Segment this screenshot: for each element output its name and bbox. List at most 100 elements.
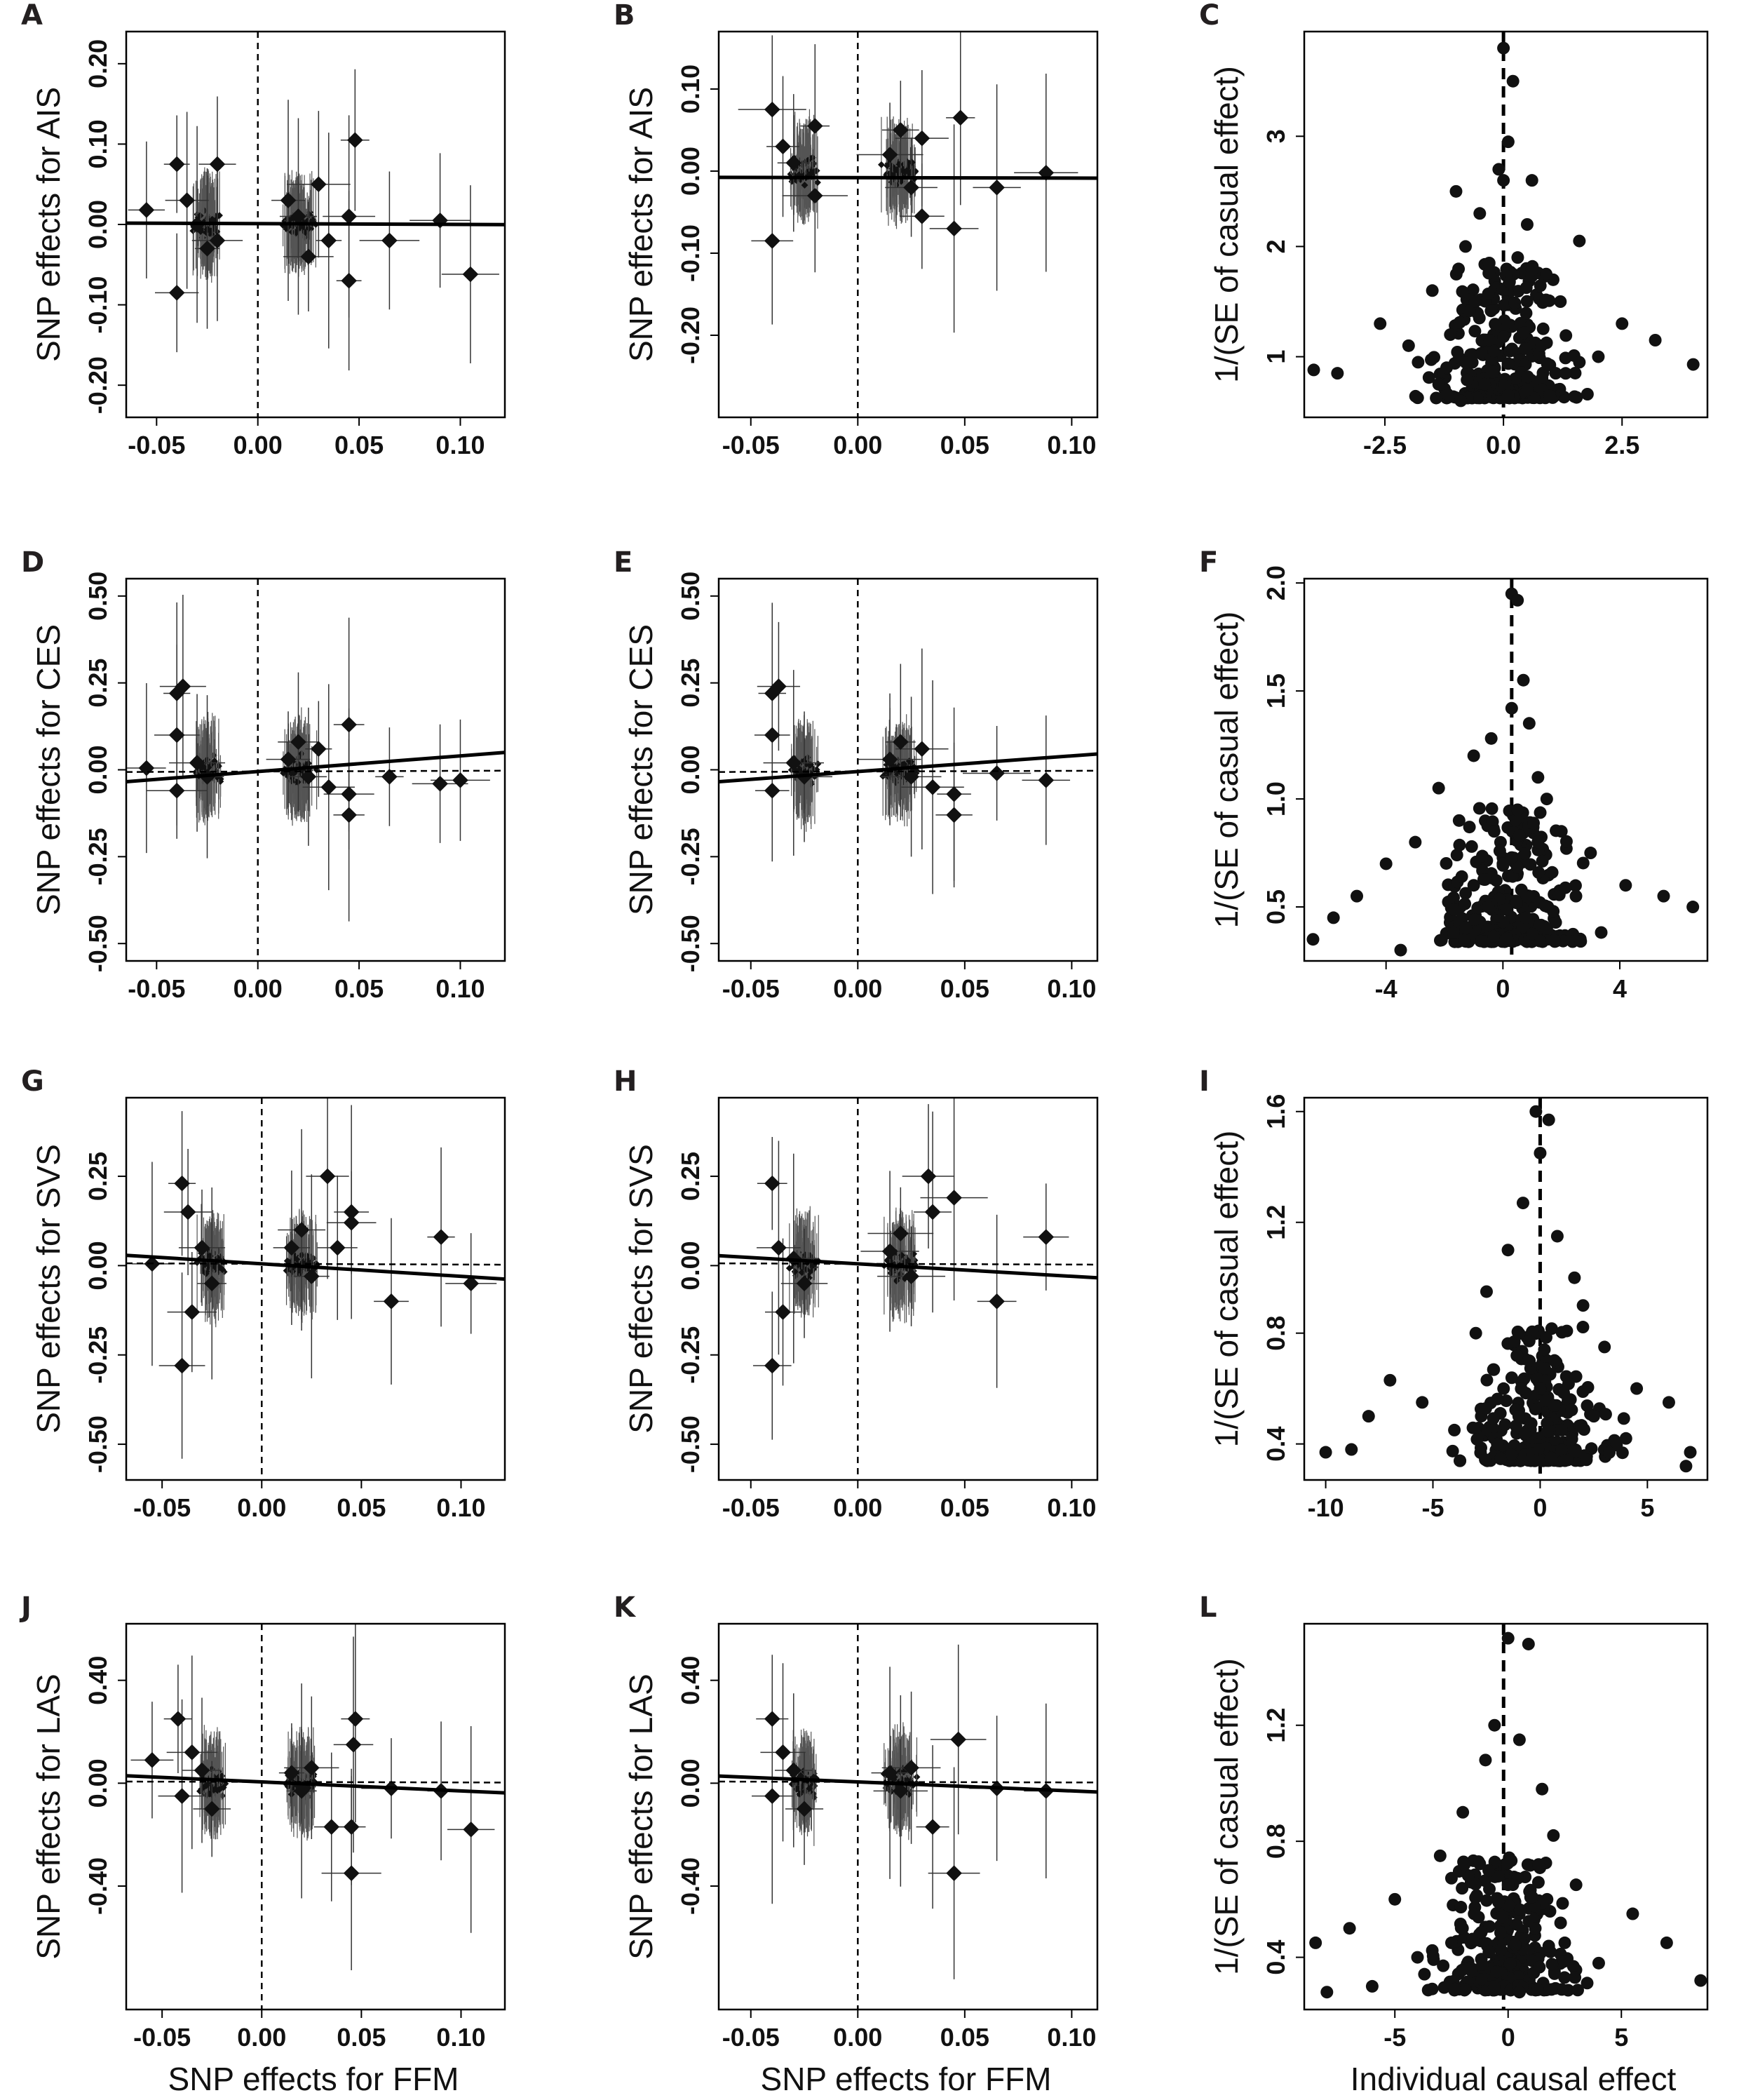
data-point <box>1592 350 1605 363</box>
data-point <box>1492 163 1505 176</box>
y-tick-label: -0.10 <box>676 224 705 282</box>
funnel-point <box>1503 275 1516 288</box>
funnel-point <box>1452 262 1466 276</box>
y-tick-label: 2 <box>1261 239 1290 253</box>
fit-line-solid <box>126 751 505 783</box>
plot-area <box>126 579 505 961</box>
data-point <box>194 1762 210 1779</box>
y-tick-label: -0.25 <box>83 1326 112 1384</box>
panel-letter-I: I <box>1199 1065 1210 1098</box>
y-axis-label: SNP effects for AIS <box>623 87 659 362</box>
data-point <box>1534 1382 1547 1395</box>
data-point <box>946 807 962 823</box>
data-point <box>209 232 226 249</box>
panel-letter-G: G <box>21 1065 44 1098</box>
data-point <box>1630 1382 1644 1395</box>
data-point <box>989 765 1005 781</box>
data-point <box>432 776 448 792</box>
snp-cloud-marker <box>905 1791 913 1798</box>
x-tick-label: -2.5 <box>1363 431 1407 459</box>
x-tick-label: -10 <box>1308 1493 1344 1522</box>
snp-cloud-marker <box>814 179 821 187</box>
data-point <box>1587 1410 1600 1423</box>
funnel-point <box>1519 342 1532 355</box>
funnel-point <box>1517 326 1531 339</box>
funnel-point <box>1508 296 1522 309</box>
panel-frame <box>1303 1096 1709 1481</box>
funnel-point <box>1510 896 1523 910</box>
funnel-point <box>1479 1453 1492 1466</box>
data-point <box>343 1865 360 1881</box>
y-tick-label: 0.40 <box>83 1656 112 1705</box>
funnel-point <box>1531 835 1545 849</box>
data-point <box>280 751 297 767</box>
funnel-point <box>1475 849 1489 863</box>
snp-cloud-marker <box>801 182 808 189</box>
x-tick-label: 0.00 <box>833 431 882 459</box>
y-tick-label: 3 <box>1261 129 1290 143</box>
data-point <box>1482 901 1495 914</box>
data-point <box>764 1357 780 1374</box>
funnel-point <box>1510 1349 1524 1362</box>
panel-letter-H: H <box>614 1065 637 1098</box>
funnel-point <box>1454 1454 1467 1467</box>
snp-cloud-marker <box>785 1265 793 1272</box>
funnel-point <box>1548 1399 1561 1412</box>
data-point <box>1529 1105 1543 1118</box>
data-point <box>347 1711 364 1727</box>
x-tick-label: 4 <box>1613 974 1627 1003</box>
funnel-point <box>1513 1327 1526 1340</box>
funnel-point <box>1603 1446 1616 1459</box>
data-point <box>203 1801 220 1817</box>
plot-area <box>719 1098 1097 1480</box>
data-point <box>1619 1432 1632 1445</box>
data-point <box>775 1304 791 1320</box>
y-axis-label: SNP effects for SVS <box>30 1144 67 1434</box>
funnel-point <box>1599 1408 1612 1421</box>
data-point <box>903 769 919 785</box>
data-point <box>764 1175 780 1192</box>
panel-C: C -2.5 0.0 2.5 1 2 3 1/(SE of casual effect) <box>1199 0 1709 459</box>
fit-line-solid <box>719 175 1097 180</box>
funnel-point <box>1527 816 1541 830</box>
funnel-point <box>1487 929 1501 943</box>
funnel-point <box>1518 1427 1531 1440</box>
funnel-point <box>1487 365 1500 379</box>
y-tick-label: 0.00 <box>83 1758 112 1808</box>
x-tick-label: -0.05 <box>128 431 185 459</box>
data-point <box>433 1229 449 1245</box>
funnel-point <box>1456 285 1469 298</box>
y-tick-label: -0.50 <box>676 915 705 972</box>
data-point <box>320 779 337 795</box>
funnel-point <box>1515 1382 1528 1395</box>
data-point <box>343 1214 360 1231</box>
data-point <box>914 208 931 224</box>
funnel-point <box>1559 835 1573 848</box>
data-point <box>1416 1396 1429 1409</box>
panel-E: E -0.05 0.00 0.05 0.10 -0.50 -0.25 0.00 0.25 0.50… <box>614 546 1099 1003</box>
data-point <box>341 807 357 823</box>
y-tick-label: -0.20 <box>83 356 112 414</box>
funnel-point <box>1487 1363 1500 1376</box>
snp-cloud-marker <box>877 161 885 168</box>
panel-letter-F: F <box>1199 546 1218 579</box>
data-point <box>1412 356 1425 369</box>
funnel-point <box>1536 854 1549 868</box>
y-tick-label: 0.10 <box>676 65 705 114</box>
snp-cloud-marker <box>289 769 297 776</box>
snp-cloud-marker <box>203 1782 210 1789</box>
data-point <box>1511 593 1524 607</box>
data-point <box>320 232 337 249</box>
panel-frame <box>717 1096 1099 1481</box>
data-point <box>920 1168 937 1185</box>
fit-line-solid <box>126 1774 505 1795</box>
data-point <box>1657 889 1670 903</box>
y-axis-label: SNP effects for CES <box>623 624 659 915</box>
funnel-point <box>1510 861 1524 874</box>
x-tick-label: 0.00 <box>833 974 882 1003</box>
data-point <box>1517 673 1530 687</box>
data-point <box>1362 1410 1375 1423</box>
x-tick-label: -4 <box>1375 974 1398 1003</box>
data-point <box>1549 367 1562 380</box>
